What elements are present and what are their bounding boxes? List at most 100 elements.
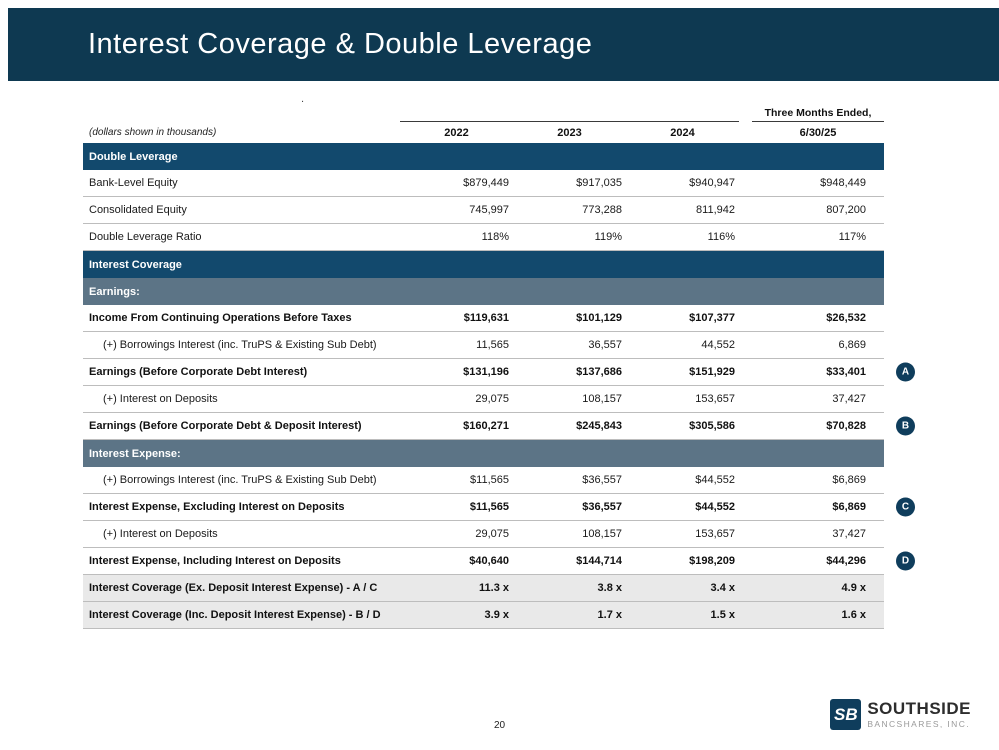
table-row: Consolidated Equity 745,997 773,288 811,942…: [83, 197, 884, 224]
row-value: $160,271: [463, 420, 509, 432]
row-value: $6,869: [832, 501, 866, 513]
row-value: $131,196: [463, 366, 509, 378]
table-header-row-period: Three Months Ended,: [83, 105, 884, 122]
row-label: Interest Expense, Excluding Interest on …: [89, 501, 345, 513]
table-row: (+) Interest on Deposits 29,075 108,157 153…: [83, 386, 884, 413]
slide-header-bar: Interest Coverage & Double Leverage: [8, 8, 999, 81]
section-label: Double Leverage: [89, 150, 178, 163]
page-number: 20: [493, 720, 506, 731]
row-value: 807,200: [826, 204, 866, 216]
row-value: 118%: [481, 231, 509, 243]
row-label: Interest Coverage (Inc. Deposit Interest…: [89, 609, 381, 621]
row-value: 3.8 x: [597, 582, 622, 594]
section-row: Interest Coverage: [83, 251, 884, 278]
row-value: 44,552: [701, 339, 735, 351]
badge-d: D: [896, 551, 915, 571]
section-label: Interest Coverage: [89, 258, 182, 271]
company-logo: SB SOUTHSIDE BANCSHARES, INC.: [830, 699, 971, 730]
row-value: $11,565: [469, 501, 509, 513]
table-row: (+) Interest on Deposits 29,075 108,157 153…: [83, 521, 884, 548]
table-body: Double Leverage Bank-Level Equity $879,449…: [83, 143, 915, 629]
row-value: 3.4 x: [710, 582, 735, 594]
subsection-row: Earnings:: [83, 278, 884, 305]
row-value: $44,552: [695, 474, 735, 486]
units-note: (dollars shown in thousands): [89, 127, 217, 138]
row-value: $198,209: [689, 555, 735, 567]
company-logo-text: SOUTHSIDE BANCSHARES, INC.: [867, 700, 971, 729]
row-value: $151,929: [689, 366, 735, 378]
stray-mark: .: [301, 93, 305, 105]
row-value: $70,828: [826, 420, 866, 432]
row-value: 1.6 x: [841, 609, 866, 621]
table-row: Earnings (Before Corporate Debt Interest…: [83, 359, 915, 386]
row-value: $305,586: [689, 420, 735, 432]
row-value: $119,631: [463, 312, 509, 324]
table-row: Double Leverage Ratio 118% 119% 116% 117%: [83, 224, 884, 251]
badge-c: C: [896, 497, 915, 517]
year-header-2024: 2024: [670, 126, 695, 139]
year-header-2022: 2022: [444, 126, 469, 139]
subsection-row: Interest Expense:: [83, 440, 884, 467]
row-value: $917,035: [576, 177, 622, 189]
row-value: $144,714: [576, 555, 622, 567]
company-subname: BANCSHARES, INC.: [867, 719, 971, 729]
period-header: Three Months Ended,: [752, 107, 884, 122]
row-value: $245,843: [576, 420, 622, 432]
row-value: $6,869: [832, 474, 866, 486]
row-value: $940,947: [689, 177, 735, 189]
company-logo-mark-icon: SB: [830, 699, 862, 730]
company-name: SOUTHSIDE: [867, 699, 971, 718]
row-value: $44,296: [826, 555, 866, 567]
table-row: Interest Coverage (Inc. Deposit Interest…: [83, 602, 884, 629]
row-label: Interest Expense, Including Interest on …: [89, 555, 341, 567]
row-value: 153,657: [695, 528, 735, 540]
row-value: $33,401: [826, 366, 866, 378]
table-row: (+) Borrowings Interest (inc. TruPS & Ex…: [83, 467, 884, 494]
row-value: 811,942: [696, 204, 735, 216]
row-value: $26,532: [826, 312, 866, 324]
badge-a: A: [896, 362, 915, 382]
badge-b: B: [896, 416, 915, 436]
table-row: Interest Expense, Excluding Interest on …: [83, 494, 915, 521]
row-value: $11,565: [470, 474, 509, 486]
table-header-row-years: (dollars shown in thousands) 2022 2023 2…: [83, 122, 884, 143]
row-label: Double Leverage Ratio: [89, 231, 202, 243]
row-label: Bank-Level Equity: [89, 177, 178, 189]
table-row: Earnings (Before Corporate Debt & Deposi…: [83, 413, 915, 440]
row-value: 29,075: [475, 393, 509, 405]
row-label: (+) Borrowings Interest (inc. TruPS & Ex…: [103, 339, 377, 351]
section-label: Earnings:: [89, 285, 140, 298]
row-value: 119%: [594, 231, 622, 243]
row-value: $101,129: [576, 312, 622, 324]
row-value: $107,377: [689, 312, 735, 324]
table-row: Interest Coverage (Ex. Deposit Interest …: [83, 575, 884, 602]
years-underline: [400, 105, 739, 122]
table-row: Interest Expense, Including Interest on …: [83, 548, 915, 575]
row-value: 37,427: [832, 528, 866, 540]
row-value: $948,449: [820, 177, 866, 189]
row-value: 11,565: [476, 339, 509, 351]
row-value: 108,157: [582, 393, 622, 405]
row-value: 6,869: [838, 339, 866, 351]
row-value: 37,427: [832, 393, 866, 405]
row-label: Income From Continuing Operations Before…: [89, 312, 352, 324]
row-label: Earnings (Before Corporate Debt Interest…: [89, 366, 308, 378]
row-value: 29,075: [475, 528, 509, 540]
row-value: 4.9 x: [841, 582, 866, 594]
row-value: 1.7 x: [597, 609, 622, 621]
row-value: $44,552: [695, 501, 735, 513]
row-value: 3.9 x: [484, 609, 509, 621]
slide-title: Interest Coverage & Double Leverage: [88, 28, 593, 60]
table-row: Income From Continuing Operations Before…: [83, 305, 884, 332]
row-value: $879,449: [463, 177, 509, 189]
row-value: 117%: [838, 231, 866, 243]
row-label: (+) Interest on Deposits: [103, 393, 218, 405]
row-value: 1.5 x: [710, 609, 735, 621]
row-value: 773,288: [582, 204, 622, 216]
table-row: Bank-Level Equity $879,449 $917,035 $940,94…: [83, 170, 884, 197]
section-label: Interest Expense:: [89, 447, 181, 460]
financial-table: Three Months Ended, (dollars shown in th…: [83, 105, 915, 629]
row-value: $137,686: [576, 366, 622, 378]
table-row: (+) Borrowings Interest (inc. TruPS & Ex…: [83, 332, 884, 359]
row-label: Interest Coverage (Ex. Deposit Interest …: [89, 582, 378, 594]
